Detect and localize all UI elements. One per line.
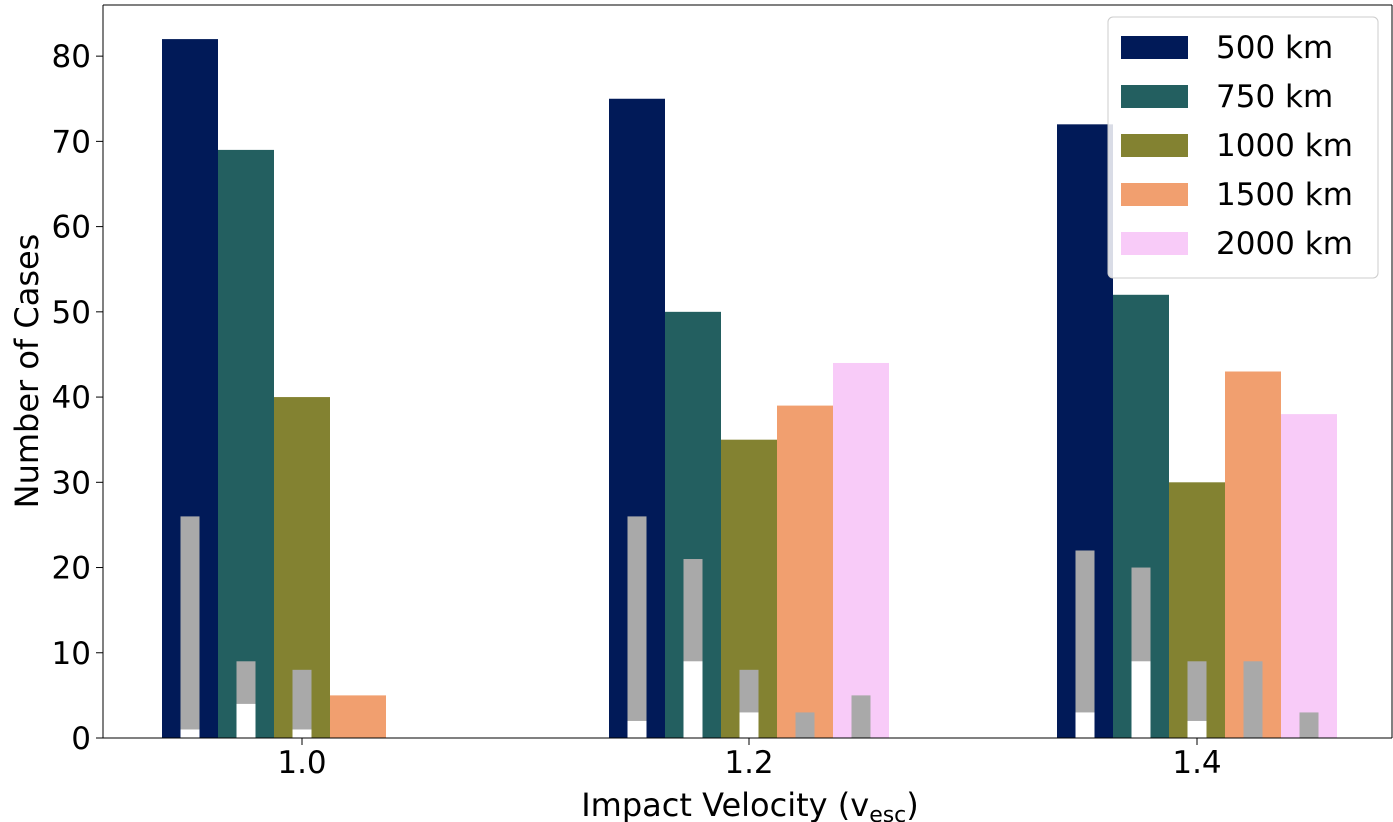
overlay-white-bar-750-km-1.2 [683, 661, 703, 738]
overlay-gray-bar-1500-km-1.2 [795, 712, 815, 738]
overlay-gray-bar-500-km-1.4 [1075, 550, 1095, 738]
y-tick-label-80: 80 [52, 39, 91, 75]
overlay-gray-bar-2000-km-1.4 [1299, 712, 1319, 738]
x-tick-label-1.0: 1.0 [277, 745, 326, 781]
x-tick-label-1.4: 1.4 [1172, 745, 1221, 781]
legend-swatch-500-km [1121, 36, 1188, 59]
legend-swatch-2000-km [1121, 232, 1188, 255]
legend-label-2000-km: 2000 km [1216, 226, 1353, 262]
overlay-gray-bar-1500-km-1.4 [1243, 661, 1263, 738]
y-tick-label-10: 10 [52, 636, 91, 672]
y-tick-label-40: 40 [52, 380, 91, 416]
x-axis-title: Impact Velocity (vesc) [581, 786, 919, 822]
overlay-white-bar-750-km-1.4 [1131, 661, 1151, 738]
legend-frame [1107, 16, 1379, 279]
x-axis-title-subscript: esc [869, 803, 906, 822]
overlay-white-bar-1000-km-1.0 [292, 729, 312, 738]
y-tick-label-0: 0 [71, 721, 91, 757]
bar-2000-km-1.4 [1281, 414, 1337, 738]
y-tick-label-50: 50 [52, 295, 91, 331]
y-axis-title: Number of Cases [8, 234, 46, 509]
legend-swatch-1000-km [1121, 134, 1188, 157]
bar-1500-km-1.2 [777, 405, 833, 738]
legend-label-750-km: 750 km [1216, 79, 1333, 115]
overlay-white-bar-500-km-1.0 [180, 729, 200, 738]
overlay-white-bar-1000-km-1.4 [1187, 720, 1207, 738]
y-tick-label-60: 60 [52, 210, 91, 246]
y-tick-label-70: 70 [52, 124, 91, 160]
bar-2000-km-1.2 [833, 362, 889, 738]
overlay-gray-bar-1000-km-1.0 [292, 669, 312, 738]
overlay-white-bar-500-km-1.2 [627, 720, 647, 738]
overlay-white-bar-750-km-1.0 [236, 703, 256, 738]
y-tick-label-30: 30 [52, 465, 91, 501]
overlay-white-bar-500-km-1.4 [1075, 712, 1095, 738]
axes-layer: 0 10 20 30 40 50 60 70 80 1.0 1.2 1.4 [52, 4, 1393, 781]
overlay-gray-bar-2000-km-1.2 [851, 695, 871, 738]
legend-swatch-1500-km [1121, 183, 1188, 206]
legend-label-500-km: 500 km [1216, 30, 1333, 66]
overlay-gray-bar-1000-km-1.4 [1187, 661, 1207, 738]
legend-label-1500-km: 1500 km [1216, 177, 1353, 213]
overlay-white-bar-1000-km-1.2 [739, 712, 759, 738]
bar-1500-km-1.0 [330, 695, 386, 738]
overlay-gray-bar-500-km-1.2 [627, 516, 647, 738]
bars-layer [162, 39, 1337, 739]
legend-swatch-750-km [1121, 85, 1188, 108]
bar-750-km-1.0 [218, 149, 274, 738]
y-tick-label-20: 20 [52, 551, 91, 587]
overlay-gray-bar-500-km-1.0 [180, 516, 200, 738]
x-axis-title-main: Impact Velocity (v [581, 786, 869, 822]
x-tick-label-1.2: 1.2 [724, 745, 773, 781]
x-axis-title-close: ) [906, 786, 918, 822]
legend-label-1000-km: 1000 km [1216, 128, 1353, 164]
legend: 500 km 750 km 1000 km 1500 km 2000 km [1107, 16, 1379, 279]
